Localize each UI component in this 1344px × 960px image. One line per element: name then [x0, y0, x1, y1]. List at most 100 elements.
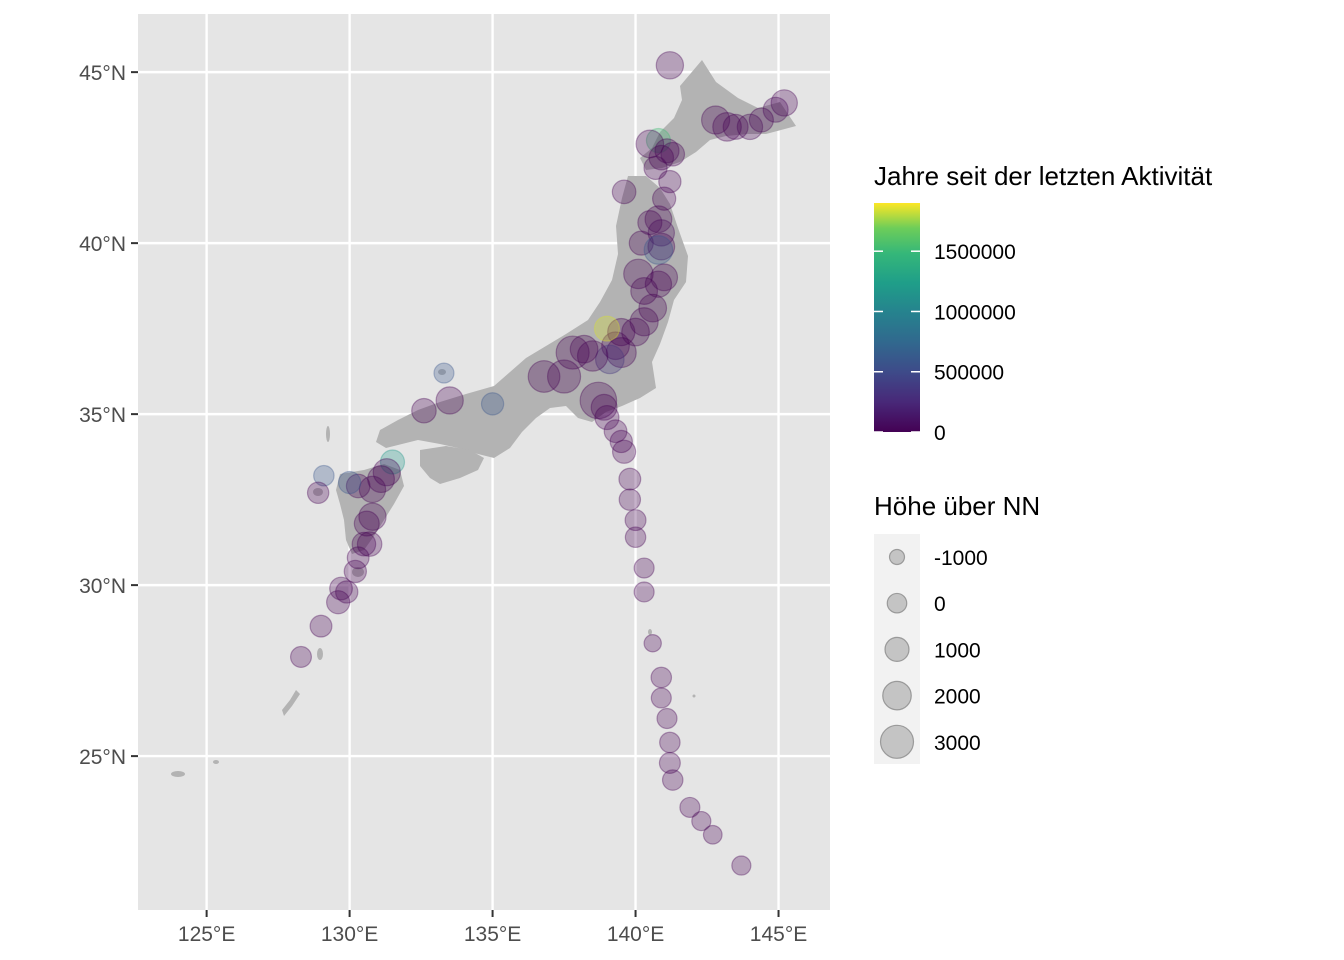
volcano-point: [643, 634, 662, 653]
volcano-point: [343, 559, 368, 584]
land-yakushima: [352, 567, 364, 577]
land-kyushu: [336, 464, 404, 554]
volcano-point: [326, 590, 351, 615]
size-legend-keys: -1000 0 1000 2000 3000: [879, 547, 988, 759]
volcano-point: [624, 509, 647, 532]
land-tsushima: [326, 426, 330, 442]
volcano-point: [660, 141, 686, 167]
volcano-point: [656, 707, 678, 730]
volcano-point: [633, 581, 655, 603]
volcano-point: [346, 546, 370, 570]
volcano-point: [722, 113, 749, 140]
size-legend: Höhe über NN -1000 0 1000 2000 3000: [874, 491, 1040, 764]
size-legend-label: 0: [934, 593, 946, 616]
size-legend-label: -1000: [934, 547, 988, 570]
y-tick-label: 25°N: [79, 746, 126, 769]
volcano-point: [358, 475, 387, 504]
land-kunashiri: [692, 694, 696, 698]
size-legend-key: [884, 636, 910, 663]
volcano-point: [645, 127, 672, 154]
x-tick-label: 125°E: [178, 923, 235, 946]
volcano-point: [576, 340, 609, 372]
volcano-point: [702, 824, 723, 845]
volcano-point: [601, 331, 630, 361]
volcano-point: [661, 769, 684, 791]
y-tick-label: 35°N: [79, 404, 126, 427]
land-honshu: [376, 176, 688, 458]
map-panel: [138, 14, 830, 910]
color-legend-label: 500000: [934, 362, 1004, 385]
volcano-point: [618, 488, 642, 511]
color-legend-label: 1000000: [934, 301, 1016, 324]
volcano-point: [700, 105, 731, 135]
volcano-point: [411, 397, 437, 424]
volcano-point: [630, 277, 659, 305]
land-goto: [313, 488, 323, 496]
land-ishigaki: [171, 771, 185, 777]
volcano-point: [651, 186, 677, 211]
volcano-point: [618, 467, 642, 491]
volcano-point: [480, 392, 505, 416]
color-legend-bar: [874, 203, 920, 432]
volcano-point: [329, 576, 353, 601]
volcano-point: [313, 464, 335, 487]
volcano-point: [351, 531, 377, 557]
volcano-point: [345, 473, 371, 499]
volcano-point: [569, 334, 599, 364]
volcano-point: [659, 731, 681, 754]
volcano-point: [644, 270, 673, 298]
volcano-point: [629, 307, 659, 337]
volcano-point: [607, 317, 636, 347]
volcano-point: [527, 360, 561, 393]
japan-landmass: [171, 60, 796, 777]
x-tick-label: 135°E: [464, 923, 521, 946]
volcano-point: [611, 179, 637, 205]
volcano-point: [306, 481, 330, 505]
volcano-point: [736, 113, 764, 141]
volcano-point: [624, 526, 647, 549]
volcano-point: [647, 232, 676, 261]
volcano-point: [643, 235, 674, 265]
volcano-point: [593, 315, 621, 342]
land-miyako: [213, 760, 219, 764]
volcano-point: [633, 557, 655, 579]
size-legend-key: [882, 680, 912, 711]
land-okinawa: [282, 690, 300, 716]
volcano-point: [638, 293, 668, 323]
y-tick-label: 30°N: [79, 575, 126, 598]
volcano-point: [623, 258, 654, 290]
volcano-point: [748, 107, 774, 133]
volcano-point: [289, 645, 313, 668]
x-tick-label: 130°E: [321, 923, 378, 946]
volcano-point: [594, 404, 620, 431]
size-legend-key: [879, 724, 915, 759]
size-legend-key: [888, 548, 906, 566]
volcano-point: [603, 419, 628, 444]
volcano-point: [762, 96, 789, 123]
x-tick-label: 140°E: [607, 923, 664, 946]
volcano-points: [289, 51, 798, 876]
volcano-point: [635, 129, 665, 159]
land-amami: [317, 648, 323, 660]
volcano-point: [731, 855, 752, 876]
size-legend-label: 2000: [934, 686, 981, 709]
volcano-point: [309, 614, 333, 638]
volcano-point: [712, 112, 742, 142]
size-legend-label: 3000: [934, 732, 981, 755]
y-tick-label: 45°N: [79, 62, 126, 85]
volcano-point: [643, 155, 668, 181]
volcano-point: [647, 219, 676, 247]
land-oki: [438, 369, 446, 375]
color-legend-title: Jahre seit der letzten Aktivität: [874, 161, 1213, 191]
volcano-point: [594, 344, 625, 375]
color-legend-label: 0: [934, 422, 946, 445]
color-legend: Jahre seit der letzten Aktivität 1500000…: [874, 161, 1213, 445]
volcano-point: [609, 429, 633, 454]
volcano-point: [691, 810, 712, 832]
volcano-point: [435, 386, 464, 415]
volcano-point: [644, 205, 673, 234]
volcano-point: [433, 362, 455, 384]
volcano-point: [611, 439, 637, 464]
volcano-point: [650, 666, 673, 689]
